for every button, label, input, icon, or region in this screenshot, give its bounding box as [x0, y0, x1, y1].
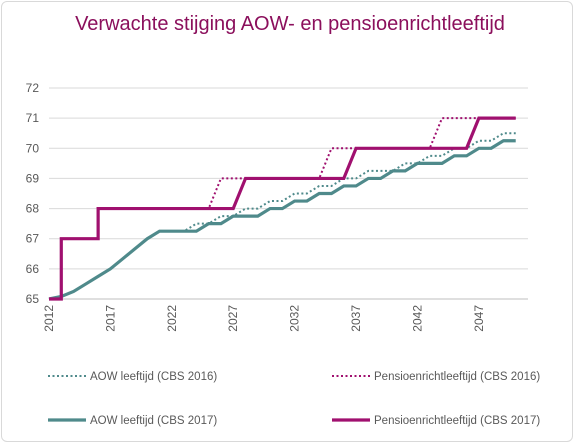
x-tick-label: 2032: [288, 305, 302, 332]
series-line-1: [48, 132, 516, 300]
series-line-3: [48, 139, 516, 301]
y-tick-label: 68: [26, 202, 40, 216]
x-tick-label: 2037: [349, 305, 363, 332]
y-axis-ticks: 65 66 67 68 69 70 71 72: [26, 81, 40, 306]
x-tick-label: 2027: [226, 305, 240, 332]
x-tick-label: 2042: [410, 305, 424, 332]
legend-label-3: AOW leeftijd (CBS 2017): [90, 415, 217, 427]
chart-title: Verwachte stijging AOW- en pensioenricht…: [75, 13, 505, 35]
legend-label-1: AOW leeftijd (CBS 2016): [90, 371, 217, 383]
x-tick-label: 2022: [165, 305, 179, 332]
legend-label-2: Pensioenrichtleeftijd (CBS 2016): [374, 371, 540, 383]
series-line-4: [49, 116, 516, 301]
x-axis-ticks: 2012 2017 2022 2027 2032 2037 2042 2047: [42, 305, 486, 332]
y-tick-label: 69: [26, 171, 40, 185]
y-tick-label: 72: [26, 81, 40, 95]
legend-label-4: Pensioenrichtleeftijd (CBS 2017): [374, 415, 540, 427]
x-tick-label: 2047: [472, 305, 486, 332]
y-tick-label: 67: [26, 232, 40, 246]
y-tick-label: 71: [26, 111, 40, 125]
legend: AOW leeftijd (CBS 2016) Pensioenrichtleef…: [48, 371, 540, 427]
x-tick-label: 2012: [42, 305, 56, 332]
y-tick-label: 70: [26, 141, 40, 155]
series-line-2: [49, 117, 516, 300]
y-tick-label: 65: [26, 292, 40, 306]
y-tick-label: 66: [26, 262, 40, 276]
series-group: [48, 116, 516, 301]
gridlines: [49, 87, 528, 300]
x-tick-label: 2017: [103, 305, 117, 332]
